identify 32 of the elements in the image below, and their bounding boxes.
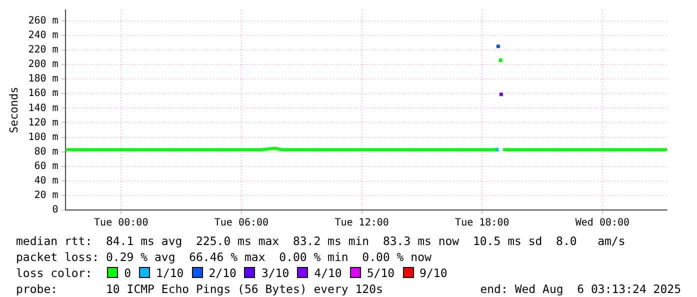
legend-title: loss color:: [16, 266, 92, 280]
x-tick-label: Tue 06:00: [214, 218, 269, 229]
y-tick-label: 20 m: [34, 190, 58, 202]
text: end: Wed Aug 6 03:13:24 2025: [480, 281, 681, 297]
x-tick-label: Tue 12:00: [334, 218, 389, 229]
x-tick-label: Tue 00:00: [94, 218, 148, 229]
y-tick-label: 260 m: [28, 16, 58, 27]
legend-label: 5/10: [366, 266, 395, 280]
x-tick-label: Wed 00:00: [575, 218, 630, 229]
text: packet loss: 0.29 % avg 66.46 % max 0.00 % min 0.00 % now: [16, 249, 432, 265]
legend-label: 9/10: [420, 266, 448, 280]
text: median rtt: 84.1 ms avg 225.0 ms max 83.2 ms min 83.3 ms now 10.5 ms sd 8.0 am/s: [16, 233, 626, 249]
legend-label: 2/10: [208, 266, 236, 280]
y-tick-label: 140 m: [28, 102, 58, 114]
y-tick-label: 240 m: [28, 30, 58, 42]
y-tick-label: 60 m: [34, 160, 58, 172]
y-tick-label: 100 m: [28, 132, 58, 143]
y-tick-label: 180 m: [28, 74, 58, 85]
y-tick-label: 200 m: [28, 59, 58, 70]
y-tick-label: 80 m: [34, 146, 58, 158]
y-axis-title: Seconds: [7, 86, 20, 134]
y-tick-label: 0: [52, 204, 58, 216]
y-tick-label: 40 m: [34, 176, 58, 187]
x-tick-label: Tue 18:00: [455, 218, 510, 229]
legend-label: 3/10: [261, 266, 290, 280]
y-tick-label: 120 m: [28, 117, 58, 128]
legend-label: 0: [124, 266, 132, 280]
legend-label: 4/10: [314, 266, 342, 280]
y-tick-label: 160 m: [28, 88, 58, 100]
text: probe: 10 ICMP Echo Pings (56 Bytes) every 120s: [16, 281, 383, 297]
y-tick-label: 220 m: [28, 44, 58, 56]
legend-label: 1/10: [156, 266, 184, 280]
